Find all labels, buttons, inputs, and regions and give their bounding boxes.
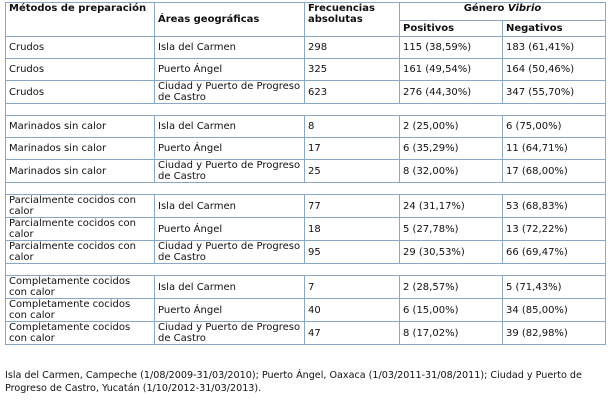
cell-frecuencia: 25 bbox=[304, 159, 400, 183]
cell-metodo: Parcialmente cocidos con calor bbox=[5, 240, 155, 264]
cell-negativos: 6 (75,00%) bbox=[501, 115, 607, 138]
cell-area: Ciudad y Puerto de Progreso de Castro bbox=[154, 321, 305, 345]
cell-positivos: 29 (30,53%) bbox=[399, 240, 503, 264]
cell-metodo: Parcialmente cocidos con calor bbox=[5, 217, 155, 241]
cell-positivos: 276 (44,30%) bbox=[399, 80, 503, 104]
table-row: Crudos Isla del Carmen 298 115 (38,59%) 183 … bbox=[5, 36, 607, 59]
cell-area: Puerto Ángel bbox=[154, 298, 305, 322]
table-row: Parcialmente cocidos con calor Ciudad y P… bbox=[5, 240, 607, 264]
cell-metodo: Completamente cocidos con calor bbox=[5, 298, 155, 322]
cell-area: Isla del Carmen bbox=[154, 115, 305, 138]
cell-metodo: Parcialmente cocidos con calor bbox=[5, 194, 155, 218]
table-body: Crudos Isla del Carmen 298 115 (38,59%) 183 … bbox=[4, 36, 607, 345]
cell-area: Ciudad y Puerto de Progreso de Castro bbox=[154, 80, 305, 104]
cell-positivos: 2 (25,00%) bbox=[399, 115, 503, 138]
cell-frecuencia: 298 bbox=[304, 36, 400, 59]
table-row: Marinados sin calor Ciudad y Puerto de Pr… bbox=[5, 159, 607, 183]
cell-area: Ciudad y Puerto de Progreso de Castro bbox=[154, 240, 305, 264]
cell-negativos: 13 (72,22%) bbox=[501, 217, 607, 241]
header-genero-italic: Vibrio bbox=[507, 3, 542, 15]
cell-frecuencia: 17 bbox=[304, 137, 400, 160]
cell-negativos: 347 (55,70%) bbox=[501, 80, 607, 104]
cell-frecuencia: 18 bbox=[304, 217, 400, 241]
cell-metodo: Marinados sin calor bbox=[5, 137, 155, 160]
cell-negativos: 11 (64,71%) bbox=[501, 137, 607, 160]
group-separator-cell bbox=[4, 263, 607, 276]
cell-metodo: Completamente cocidos con calor bbox=[5, 275, 155, 299]
cell-frecuencia: 325 bbox=[304, 58, 400, 81]
cell-frecuencia: 7 bbox=[304, 275, 400, 299]
cell-negativos: 183 (61,41%) bbox=[501, 36, 607, 59]
cell-negativos: 39 (82,98%) bbox=[501, 321, 607, 345]
table-row: Parcialmente cocidos con calor Puerto Áng… bbox=[5, 217, 607, 241]
cell-area: Ciudad y Puerto de Progreso de Castro bbox=[154, 159, 305, 183]
header-genero-prefix: Género bbox=[463, 3, 508, 15]
cell-positivos: 24 (31,17%) bbox=[399, 194, 503, 218]
header-metodos: Métodos de preparación bbox=[5, 2, 155, 37]
group-separator-cell bbox=[4, 182, 607, 195]
cell-area: Puerto Ángel bbox=[154, 137, 305, 160]
cell-area: Isla del Carmen bbox=[154, 36, 305, 59]
table-row: Completamente cocidos con calor Puerto Án… bbox=[5, 298, 607, 322]
cell-positivos: 6 (35,29%) bbox=[399, 137, 503, 160]
table-row: Marinados sin calor Isla del Carmen 8 2 (25… bbox=[5, 115, 607, 138]
cell-area: Isla del Carmen bbox=[154, 194, 305, 218]
header-areas: Áreas geográficas bbox=[154, 2, 305, 37]
header-negativos: Negativos bbox=[501, 20, 607, 37]
cell-frecuencia: 623 bbox=[304, 80, 400, 104]
table-row: Completamente cocidos con calor Ciudad y … bbox=[5, 321, 607, 345]
cell-positivos: 6 (15,00%) bbox=[399, 298, 503, 322]
cell-frecuencia: 40 bbox=[304, 298, 400, 322]
table-row: Crudos Puerto Ángel 325 161 (49,54%) 164 (50… bbox=[5, 58, 607, 81]
cell-area: Puerto Ángel bbox=[154, 58, 305, 81]
cell-metodo: Crudos bbox=[5, 58, 155, 81]
cell-positivos: 8 (32,00%) bbox=[399, 159, 503, 183]
cell-negativos: 53 (68,83%) bbox=[501, 194, 607, 218]
table-row: Marinados sin calor Puerto Ángel 17 6 (35,2… bbox=[5, 137, 607, 160]
footnote: Isla del Carmen, Campeche (1/08/2009-31/… bbox=[5, 370, 582, 394]
header-positivos: Positivos bbox=[399, 20, 503, 37]
group-separator-row bbox=[4, 103, 607, 116]
cell-negativos: 66 (69,47%) bbox=[501, 240, 607, 264]
header-frecuencias: Frecuencias absolutas bbox=[304, 2, 400, 37]
table-row: Completamente cocidos con calor Isla del … bbox=[5, 275, 607, 299]
cell-area: Isla del Carmen bbox=[154, 275, 305, 299]
cell-negativos: 164 (50,46%) bbox=[501, 58, 607, 81]
results-table: Métodos de preparación Áreas geográficas… bbox=[4, 2, 607, 345]
cell-frecuencia: 77 bbox=[304, 194, 400, 218]
cell-metodo: Marinados sin calor bbox=[5, 159, 155, 183]
cell-frecuencia: 95 bbox=[304, 240, 400, 264]
cell-metodo: Crudos bbox=[5, 80, 155, 104]
group-separator-cell bbox=[4, 103, 607, 116]
cell-metodo: Marinados sin calor bbox=[5, 115, 155, 138]
cell-positivos: 2 (28,57%) bbox=[399, 275, 503, 299]
header-genero: Género Vibrio bbox=[398, 2, 607, 21]
cell-negativos: 34 (85,00%) bbox=[501, 298, 607, 322]
cell-area: Puerto Ángel bbox=[154, 217, 305, 241]
cell-positivos: 161 (49,54%) bbox=[399, 58, 503, 81]
cell-positivos: 8 (17,02%) bbox=[399, 321, 503, 345]
cell-metodo: Crudos bbox=[5, 36, 155, 59]
cell-frecuencia: 47 bbox=[304, 321, 400, 345]
group-separator-row bbox=[4, 263, 607, 276]
cell-metodo: Completamente cocidos con calor bbox=[5, 321, 155, 345]
cell-negativos: 5 (71,43%) bbox=[501, 275, 607, 299]
cell-frecuencia: 8 bbox=[304, 115, 400, 138]
group-separator-row bbox=[4, 182, 607, 195]
cell-positivos: 115 (38,59%) bbox=[399, 36, 503, 59]
table-row: Parcialmente cocidos con calor Isla del C… bbox=[5, 194, 607, 218]
cell-positivos: 5 (27,78%) bbox=[399, 217, 503, 241]
table-row: Crudos Ciudad y Puerto de Progreso de Cas… bbox=[5, 80, 607, 104]
cell-negativos: 17 (68,00%) bbox=[501, 159, 607, 183]
